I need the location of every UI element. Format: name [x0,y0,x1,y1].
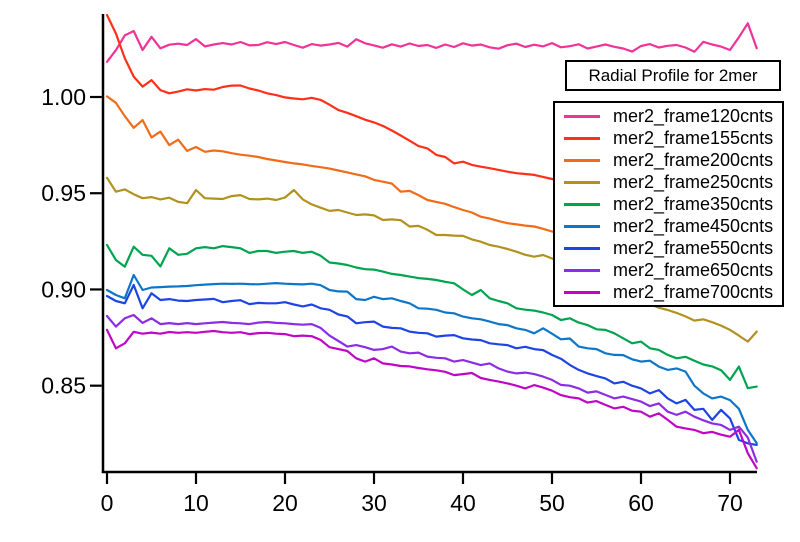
legend-label: mer2_frame120cnts [613,105,774,126]
legend-box: mer2_frame120cnts mer2_frame155cnts mer2… [553,101,784,307]
legend-swatch-line [564,180,600,184]
legend-label: mer2_frame700cnts [613,281,774,302]
legend-label: mer2_frame200cnts [613,149,774,170]
legend-item: mer2_frame650cnts [555,259,782,281]
legend-item: mer2_frame155cnts [555,127,782,149]
legend-label: mer2_frame350cnts [613,193,774,214]
chart-title: Radial Profile for 2mer [588,65,758,85]
legend-label: mer2_frame250cnts [613,171,774,192]
legend-label: mer2_frame155cnts [613,127,774,148]
legend-item: mer2_frame350cnts [555,193,782,215]
legend-item: mer2_frame700cnts [555,281,782,303]
chart-title-box: Radial Profile for 2mer [565,60,781,91]
x-tick-label: 0 [101,490,114,516]
x-tick-label: 50 [539,490,565,516]
series-line-mer2_frame450cnts [105,273,758,445]
x-tick-label: 20 [272,490,298,516]
y-tick-label: 0.90 [41,276,86,302]
legend-swatch-line [564,158,600,162]
series-line-mer2_frame120cnts [105,22,758,63]
legend-label: mer2_frame550cnts [613,237,774,258]
series-line-mer2_frame650cnts [105,313,758,463]
y-tick-label: 0.85 [41,373,86,399]
legend-swatch-line [564,202,600,206]
legend-swatch-line [564,290,600,294]
x-tick-label: 60 [628,490,654,516]
legend-item: mer2_frame550cnts [555,237,782,259]
legend-swatch-line [564,114,600,118]
series-line-mer2_frame700cnts [105,328,758,470]
legend-swatch-line [564,268,600,272]
x-tick-label: 30 [361,490,387,516]
x-tick-label: 70 [717,490,743,516]
series-line-mer2_frame550cnts [105,283,758,446]
legend-item: mer2_frame450cnts [555,215,782,237]
legend-item: mer2_frame200cnts [555,149,782,171]
y-tick-label: 0.95 [41,180,86,206]
legend-item: mer2_frame250cnts [555,171,782,193]
legend-label: mer2_frame650cnts [613,259,774,280]
series-line-mer2_frame350cnts [105,243,758,390]
legend-item: mer2_frame120cnts [555,105,782,127]
legend-label: mer2_frame450cnts [613,215,774,236]
legend-swatch-line [564,224,600,228]
x-tick-label: 40 [450,490,476,516]
x-tick-label: 10 [183,490,209,516]
legend-swatch-line [564,246,600,250]
y-tick-label: 1.00 [41,84,86,110]
legend-swatch-line [564,136,600,140]
